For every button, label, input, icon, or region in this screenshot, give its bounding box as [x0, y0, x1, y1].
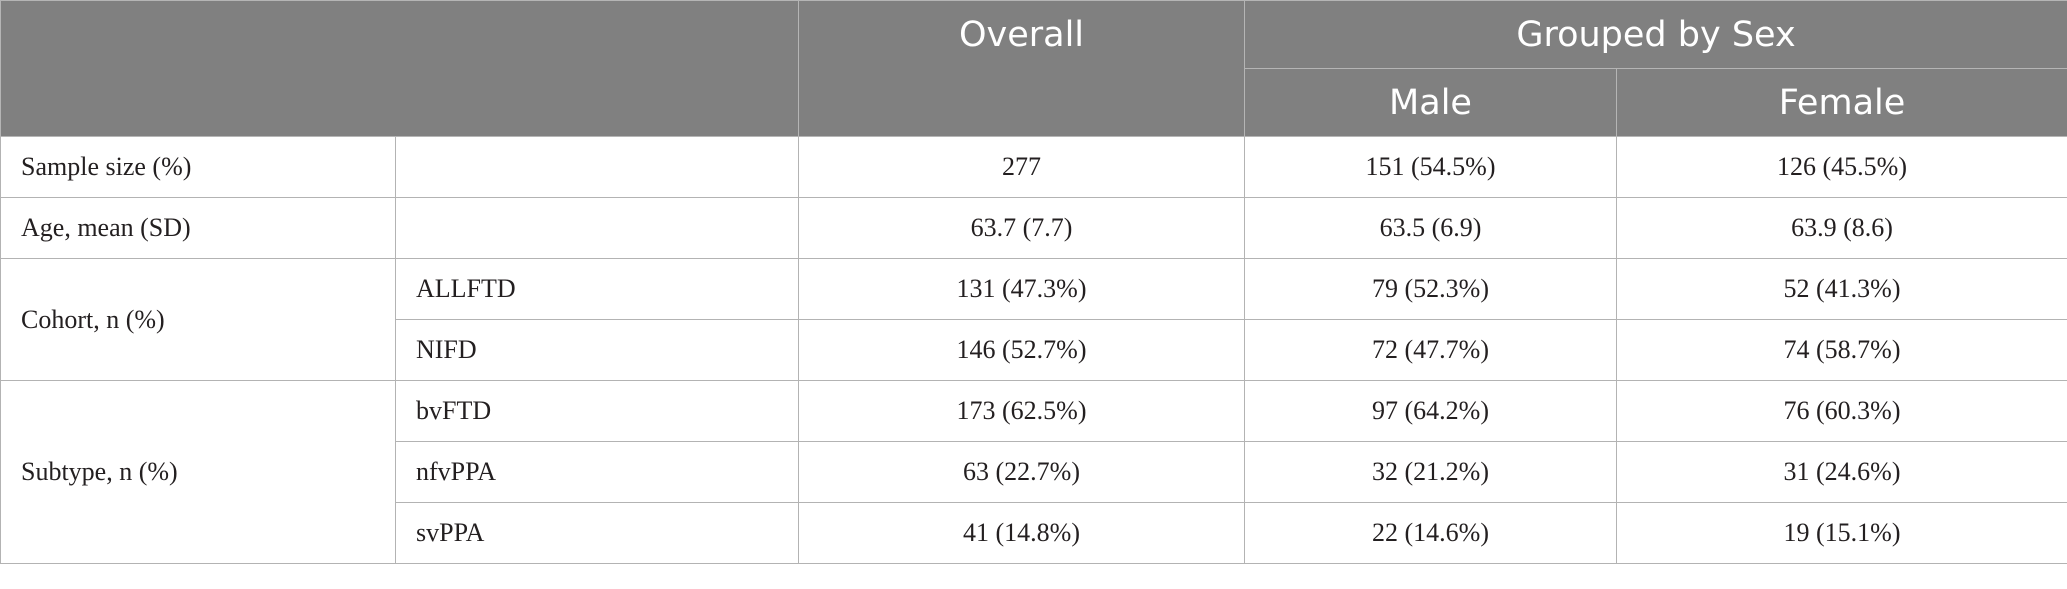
overall-cell: 131 (47.3%): [798, 258, 1245, 320]
row-sublabel: svPPA: [395, 502, 799, 564]
row-sublabel: ALLFTD: [395, 258, 799, 320]
table-row: Cohort, n (%) ALLFTD 131 (47.3%) 79 (52.…: [0, 258, 2067, 381]
header-blank-cell: [0, 0, 799, 137]
table-row: nfvPPA 63 (22.7%) 32 (21.2%) 31 (24.6%): [1, 441, 2067, 503]
row-sublabel: [395, 136, 799, 198]
female-cell: 19 (15.1%): [1616, 502, 2067, 564]
table-row: NIFD 146 (52.7%) 72 (47.7%) 74 (58.7%): [1, 319, 2067, 381]
row-sublabel: [395, 197, 799, 259]
female-cell: 31 (24.6%): [1616, 441, 2067, 503]
overall-cell: 277: [798, 136, 1245, 198]
overall-cell: 146 (52.7%): [798, 319, 1245, 381]
table-row: Sample size (%) 277 151 (54.5%) 126 (45.…: [0, 136, 2067, 198]
female-cell: 126 (45.5%): [1616, 136, 2067, 198]
header-row-2: Male Female: [1, 68, 2067, 137]
overall-cell: 63 (22.7%): [798, 441, 1245, 503]
female-cell: 63.9 (8.6): [1616, 197, 2067, 259]
table-row: Subtype, n (%) bvFTD 173 (62.5%) 97 (64.…: [0, 380, 2067, 564]
header-overall: Overall: [798, 0, 1245, 137]
overall-cell: 41 (14.8%): [798, 502, 1245, 564]
table-header: Overall Grouped by Sex Male Female: [0, 0, 2067, 137]
row-sublabel: NIFD: [395, 319, 799, 381]
header-row-1: Overall Grouped by Sex: [0, 0, 2067, 137]
header-male: Male: [1244, 68, 1617, 137]
row-label: Sample size (%): [0, 136, 396, 198]
male-cell: 72 (47.7%): [1244, 319, 1617, 381]
male-cell: 22 (14.6%): [1244, 502, 1617, 564]
male-cell: 79 (52.3%): [1244, 258, 1617, 320]
table-body: Sample size (%) 277 151 (54.5%) 126 (45.…: [0, 136, 2067, 564]
male-cell: 32 (21.2%): [1244, 441, 1617, 503]
female-cell: 76 (60.3%): [1616, 380, 2067, 442]
overall-cell: 173 (62.5%): [798, 380, 1245, 442]
female-cell: 74 (58.7%): [1616, 319, 2067, 381]
male-cell: 151 (54.5%): [1244, 136, 1617, 198]
table-row: Age, mean (SD) 63.7 (7.7) 63.5 (6.9) 63.…: [0, 197, 2067, 259]
male-cell: 97 (64.2%): [1244, 380, 1617, 442]
overall-cell: 63.7 (7.7): [798, 197, 1245, 259]
female-cell: 52 (41.3%): [1616, 258, 2067, 320]
row-sublabel: nfvPPA: [395, 441, 799, 503]
demographics-table: Overall Grouped by Sex Male Female Sampl…: [0, 0, 2067, 564]
table-row: svPPA 41 (14.8%) 22 (14.6%) 19 (15.1%): [1, 502, 2067, 564]
male-cell: 63.5 (6.9): [1244, 197, 1617, 259]
header-grouped-by-sex: Grouped by Sex: [1244, 0, 2067, 69]
row-label: Age, mean (SD): [0, 197, 396, 259]
row-label-subtype: Subtype, n (%): [0, 380, 396, 564]
row-sublabel: bvFTD: [395, 380, 799, 442]
header-female: Female: [1616, 68, 2067, 137]
row-label-cohort: Cohort, n (%): [0, 258, 396, 381]
